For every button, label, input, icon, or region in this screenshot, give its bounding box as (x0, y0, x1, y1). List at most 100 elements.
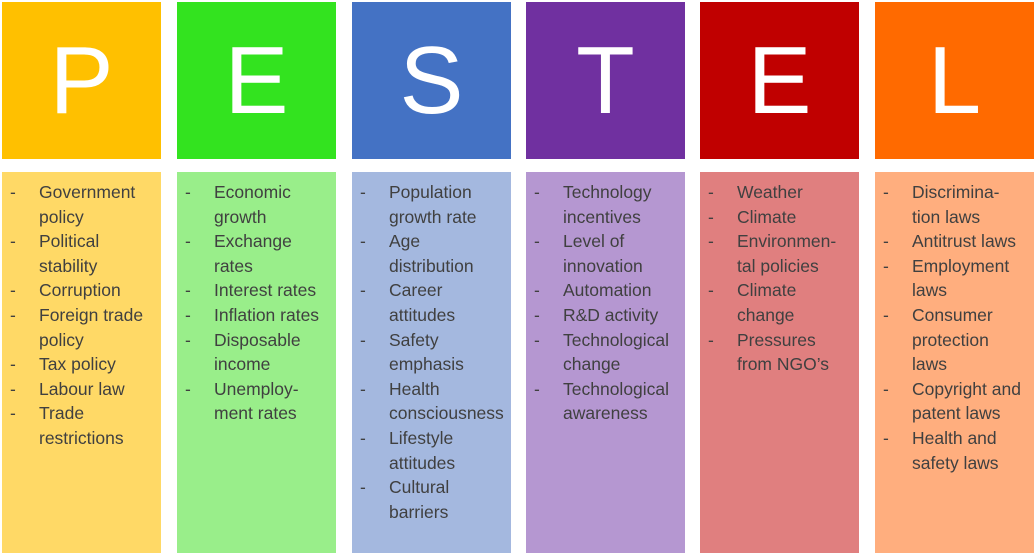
column-p: P - Government policy - Political stability… (2, 0, 161, 553)
list-item: - Exchange rates (185, 229, 332, 278)
list-item-text: Exchange rates (214, 231, 292, 276)
letter-e-environmental: E (747, 26, 812, 134)
list-item-text: Climate change (737, 280, 797, 325)
list-item-text: R&D activity (563, 304, 659, 325)
bullet-dash: - (360, 280, 366, 301)
list-item-text: Weather (737, 182, 803, 202)
list-item-text: Labour law (39, 378, 125, 399)
bullet-dash: - (708, 182, 714, 202)
list-item-text: Technological awareness (563, 378, 670, 424)
bullet-dash: - (10, 304, 16, 325)
list-item: - Climate change (708, 278, 855, 327)
list-item: - Pressures from NGO’s (708, 328, 855, 377)
bullet-dash: - (534, 231, 540, 252)
list-item: - Antitrust laws (883, 229, 1030, 254)
list-item-text: Environmen- tal policies (737, 231, 837, 276)
list-item: - Inflation rates (185, 303, 332, 328)
list-item: - Interest rates (185, 278, 332, 303)
list-item-text: Population growth rate (389, 182, 477, 227)
column-s: S - Population growth rate - Age distributi… (352, 0, 511, 553)
list-item-text: Corruption (39, 280, 121, 301)
list-item: - Environmen- tal policies (708, 229, 855, 278)
letter-s: S (399, 26, 464, 134)
bullet-dash: - (708, 329, 714, 350)
bullet-dash: - (185, 231, 191, 252)
letter-e-economic: E (224, 26, 289, 134)
list-item: - Labour law (10, 377, 157, 402)
bullet-dash: - (10, 403, 16, 424)
list-t: - Technology incentives - Level of innovati… (526, 172, 685, 553)
list-item: - Trade restrictions (10, 401, 157, 450)
header-t: T (526, 2, 685, 159)
list-item: - Safety emphasis (360, 328, 507, 377)
list-e-economic: - Economic growth - Exchange rates - Interest… (177, 172, 336, 553)
list-item: - Copyright and patent laws (883, 377, 1030, 426)
column-t: T - Technology incentives - Level of innova… (526, 0, 685, 553)
list-item-text: Pressures from NGO’s (737, 329, 830, 375)
list-item-text: Unemploy- ment rates (214, 378, 299, 424)
bullet-dash: - (10, 354, 16, 375)
bullet-dash: - (185, 304, 191, 325)
bullet-dash: - (360, 182, 366, 202)
list-item-text: Foreign trade policy (39, 304, 144, 350)
list-item-text: Discrimina- tion laws (912, 182, 1000, 227)
list-item: - Economic growth (185, 180, 332, 229)
list-item: - Government policy (10, 180, 157, 229)
list-item: - Consumer protection laws (883, 303, 1030, 377)
bullet-dash: - (10, 182, 16, 202)
list-item-text: Cultural barriers (389, 477, 450, 522)
header-e-environmental: E (700, 2, 859, 159)
list-item-text: Age distribution (389, 231, 474, 276)
list-item: - Weather (708, 180, 855, 205)
list-item: - Level of innovation (534, 229, 681, 278)
list-item-text: Interest rates (214, 280, 317, 301)
bullet-dash: - (534, 378, 540, 399)
list-item: - Age distribution (360, 229, 507, 278)
bullet-dash: - (708, 206, 714, 227)
list-item-text: Government policy (39, 182, 136, 227)
list-item-text: Level of innovation (563, 231, 643, 276)
list-item-text: Tax policy (39, 354, 116, 375)
list-item: - Health consciousness (360, 377, 507, 426)
list-e-environmental: - Weather - Climate - Environmen- tal policie… (700, 172, 859, 553)
list-item-text: Consumer protection laws (912, 304, 993, 375)
header-e-economic: E (177, 2, 336, 159)
list-item: - R&D activity (534, 303, 681, 328)
list-item-text: Disposable income (214, 329, 301, 375)
bullet-dash: - (185, 280, 191, 301)
list-item: - Corruption (10, 278, 157, 303)
bullet-dash: - (10, 231, 16, 252)
bullet-dash: - (534, 182, 540, 202)
bullet-dash: - (708, 231, 714, 252)
list-item-text: Health consciousness (389, 378, 504, 424)
bullet-dash: - (185, 182, 191, 202)
list-item-text: Automation (563, 280, 652, 301)
list-item-text: Lifestyle attitudes (389, 427, 456, 473)
bullet-dash: - (883, 304, 889, 325)
list-item: - Career attitudes (360, 278, 507, 327)
bullet-dash: - (185, 378, 191, 399)
list-p: - Government policy - Political stability - C… (2, 172, 161, 553)
bullet-dash: - (360, 231, 366, 252)
bullet-dash: - (883, 182, 889, 202)
list-item: - Technological change (534, 328, 681, 377)
letter-l: L (927, 26, 982, 134)
list-item-text: Career attitudes (389, 280, 456, 325)
list-item: - Political stability (10, 229, 157, 278)
header-p: P (2, 2, 161, 159)
letter-t: T (576, 26, 635, 134)
list-item-text: Antitrust laws (912, 231, 1017, 252)
list-l: - Discrimina- tion laws - Antitrust laws - Em… (875, 172, 1034, 553)
bullet-dash: - (10, 378, 16, 399)
list-item: - Unemploy- ment rates (185, 377, 332, 426)
list-item: - Population growth rate (360, 180, 507, 229)
list-item: - Foreign trade policy (10, 303, 157, 352)
list-item-text: Employment laws (912, 255, 1010, 301)
header-s: S (352, 2, 511, 159)
bullet-dash: - (883, 231, 889, 252)
bullet-dash: - (708, 280, 714, 301)
bullet-dash: - (883, 427, 889, 448)
list-item-text: Technological change (563, 329, 670, 375)
bullet-dash: - (360, 427, 366, 448)
list-item: - Technology incentives (534, 180, 681, 229)
